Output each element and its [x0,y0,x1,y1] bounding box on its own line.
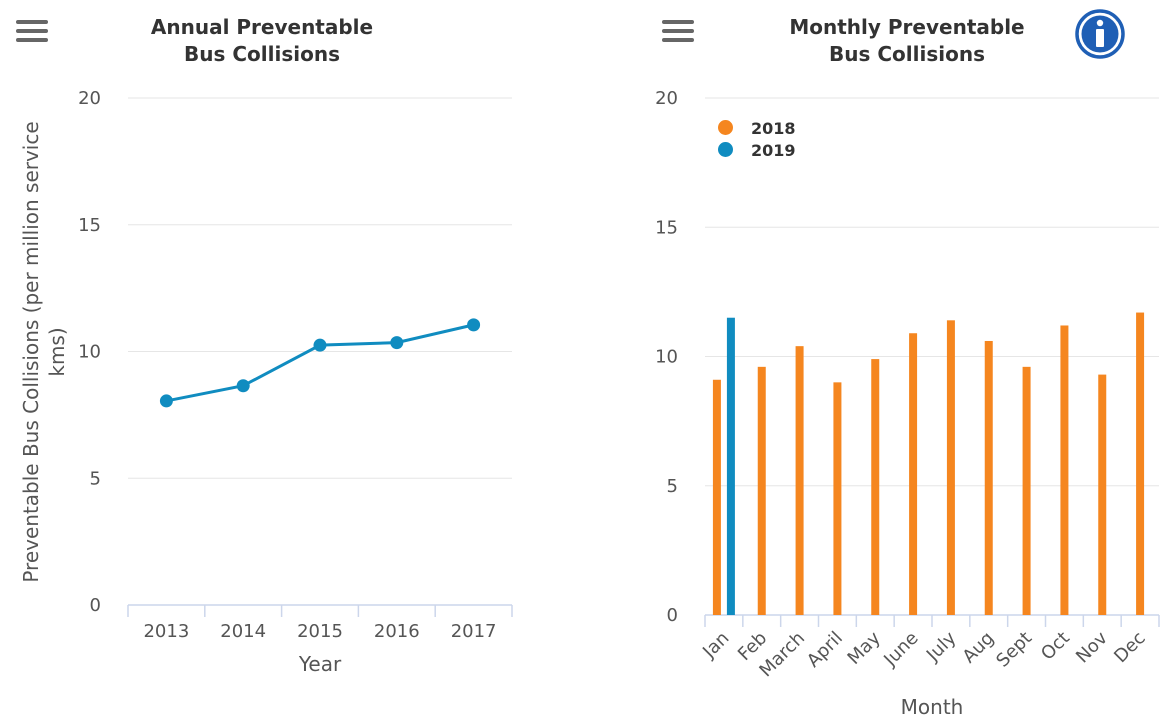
monthly-chart-title: Monthly Preventable Bus Collisions [789,15,1025,66]
x-tick-label: Aug [959,628,999,668]
y-axis-title-line: kms) [45,327,69,376]
bar-2018 [833,382,842,615]
bar-2018 [1022,366,1031,615]
x-tick-label: May [844,627,885,668]
bar-2018 [909,333,918,615]
y-tick-label: 10 [78,342,101,363]
y-tick-label: 0 [90,595,101,616]
annual-line-chart: 0 5 10 15 20 2013 2014 2015 2016 2017 Year Preventa… [19,88,513,676]
data-point [467,318,481,332]
x-tick-label: June [879,628,922,671]
bar-2018 [757,366,766,615]
bar-2018 [871,359,880,615]
x-tick-label: Sept [992,628,1036,672]
y-tick-label: 0 [667,605,678,626]
x-tick-label: 2017 [451,621,497,642]
data-point [159,394,173,408]
y-tick-label: 5 [90,468,101,489]
y-tick-label: 5 [667,476,678,497]
bar-2018 [1060,325,1069,615]
annual-chart-title: Annual Preventable Bus Collisions [150,15,374,66]
y-tick-label: 10 [655,347,678,368]
monthly-chart-panel: Monthly Preventable Bus Collisions 2018 … [600,0,1171,726]
x-tick-label: Jan [698,628,733,663]
bar-2018 [984,340,993,615]
y-tick-label: 20 [78,88,101,109]
x-tick-label: July [922,627,961,666]
x-tick-label: 2014 [220,621,266,642]
y-axis-title-line: Preventable Bus Collisions (per million … [19,121,43,582]
x-tick-label: 2013 [143,621,189,642]
data-point [236,379,250,393]
x-tick-label: 2016 [374,621,420,642]
bar-2019 [726,317,735,615]
y-tick-label: 15 [78,215,101,236]
x-tick-label: Dec [1110,628,1149,667]
data-point [390,336,404,350]
legend-marker-2019 [718,142,733,157]
y-axis-title: Preventable Bus Collisions (per million … [19,121,69,582]
y-tick-label: 15 [655,217,678,238]
x-tick-label: April [803,628,847,672]
bar-2018 [946,320,955,615]
bar-2018 [1136,312,1145,615]
chart-menu-button[interactable] [662,20,694,44]
x-axis-title: Year [298,652,342,676]
legend-marker-2018 [718,120,733,135]
info-icon[interactable] [1074,8,1126,60]
x-tick-label: Nov [1072,627,1112,667]
series-line [166,323,474,403]
bar-2018 [795,346,804,615]
bar-2018 [712,379,721,615]
bar-2018 [1098,374,1107,615]
x-axis-title: Month [901,695,964,719]
chart-menu-button[interactable] [16,20,48,44]
y-tick-label: 20 [655,88,678,109]
x-tick-label: Oct [1037,628,1074,665]
annual-chart-panel: Annual Preventable Bus Collisions 0 5 10 15… [0,0,560,726]
hamburger-menu-icon [16,20,48,24]
data-point [313,338,327,352]
hamburger-menu-icon [662,20,694,24]
x-tick-label: 2015 [297,621,343,642]
